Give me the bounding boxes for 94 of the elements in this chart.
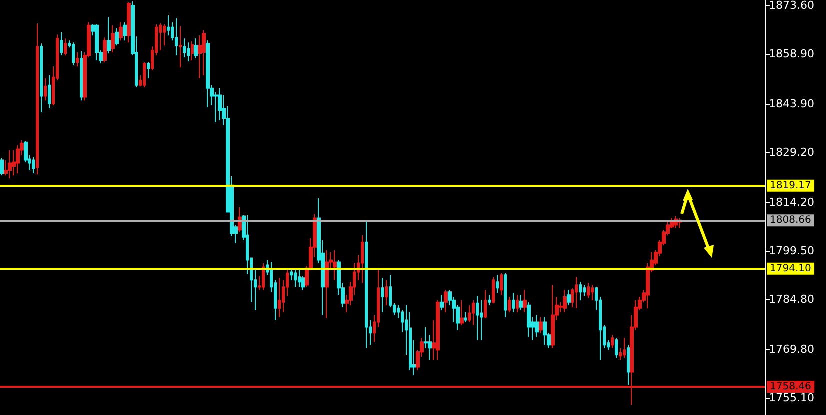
candlestick	[175, 18, 178, 56]
candlestick	[579, 282, 582, 301]
candlestick	[623, 338, 626, 359]
candlestick	[583, 284, 586, 297]
candlestick	[512, 292, 515, 313]
y-tick-label: 1769.80	[769, 342, 814, 356]
candlestick	[0, 158, 4, 176]
candlestick	[44, 78, 47, 102]
candlestick	[615, 338, 618, 359]
candlestick	[591, 284, 594, 301]
candlestick	[460, 300, 464, 326]
y-tick-label: 1799.50	[769, 244, 814, 258]
candlestick	[325, 250, 329, 319]
candlestick	[468, 304, 471, 323]
y-tick-label: 1843.90	[769, 97, 814, 110]
candlestick	[535, 314, 539, 338]
candlestick	[72, 42, 75, 66]
candlestick	[80, 51, 83, 102]
candlestick	[167, 14, 170, 36]
candlestick	[16, 144, 20, 174]
y-tick-label: 1858.90	[769, 48, 814, 61]
candlestick	[436, 300, 440, 360]
candlestick	[40, 43, 43, 114]
candlestick	[163, 24, 166, 46]
candlestick	[294, 268, 297, 288]
candlestick	[627, 344, 630, 386]
candlestick	[476, 296, 479, 341]
candlestick	[194, 38, 198, 60]
candlestick	[472, 300, 475, 326]
candlestick	[575, 276, 578, 309]
candlestick	[587, 282, 590, 299]
candlestick	[8, 150, 12, 179]
candlestick	[333, 250, 337, 281]
candlestick	[127, 2, 131, 44]
candlestick	[488, 294, 491, 306]
candlestick	[115, 28, 119, 46]
candlestick	[385, 280, 388, 306]
candlestick	[95, 24, 99, 61]
y-tick-label: 1814.20	[769, 196, 814, 209]
candlestick	[183, 38, 186, 58]
candlestick	[567, 290, 571, 306]
candlestick	[492, 276, 495, 304]
candlestick	[500, 272, 503, 296]
ref-line-label: 1808.66	[770, 215, 812, 226]
ref-line-label: 1758.46	[770, 381, 812, 392]
candlestick	[48, 74, 51, 110]
candlestick	[496, 274, 499, 294]
candlestick	[76, 52, 79, 67]
candlestick	[551, 284, 555, 349]
candlestick	[484, 290, 487, 319]
candlestick	[444, 290, 448, 313]
y-tick-label: 1755.10	[769, 392, 814, 405]
candlestick	[159, 22, 162, 52]
candlestick	[206, 40, 210, 108]
candlestick	[516, 294, 519, 313]
candlestick	[12, 150, 16, 176]
y-tick-label: 1829.20	[769, 146, 814, 160]
candlestick	[191, 41, 194, 61]
y-tick-label: 1873.60	[769, 0, 814, 12]
candlestick	[262, 262, 265, 291]
candlestick	[107, 16, 111, 54]
y-tick-label: 1784.80	[769, 293, 814, 306]
candlestick	[36, 22, 39, 175]
candlestick	[123, 22, 127, 42]
candlestick	[103, 37, 107, 63]
candlestick	[298, 270, 301, 288]
ref-line-label: 1819.17	[770, 180, 812, 192]
candlestick	[508, 296, 511, 313]
candlestick	[365, 220, 368, 349]
candlestick	[143, 62, 146, 88]
candlestick	[523, 290, 527, 313]
candlestick	[179, 26, 182, 68]
candlestick	[527, 302, 531, 338]
candlestick	[611, 334, 614, 349]
candlestick	[32, 156, 35, 174]
candlestick	[187, 42, 190, 62]
candlestick	[464, 312, 467, 323]
candlestick	[147, 62, 150, 79]
candlestick	[111, 24, 115, 54]
candlestick	[119, 22, 123, 42]
candlestick	[539, 316, 543, 334]
candlestick	[278, 278, 281, 318]
candlestick	[504, 272, 507, 318]
candlestick	[543, 316, 547, 346]
candlestick	[440, 294, 444, 311]
candlestick	[361, 234, 364, 284]
candlestick	[563, 290, 567, 313]
candlestick	[60, 32, 63, 56]
candlestick	[64, 38, 67, 56]
candlestick	[381, 278, 384, 313]
ref-line-label: 1794.10	[770, 263, 812, 274]
candlestick	[519, 294, 523, 311]
candlestick	[202, 30, 206, 76]
candlestick	[480, 300, 483, 341]
